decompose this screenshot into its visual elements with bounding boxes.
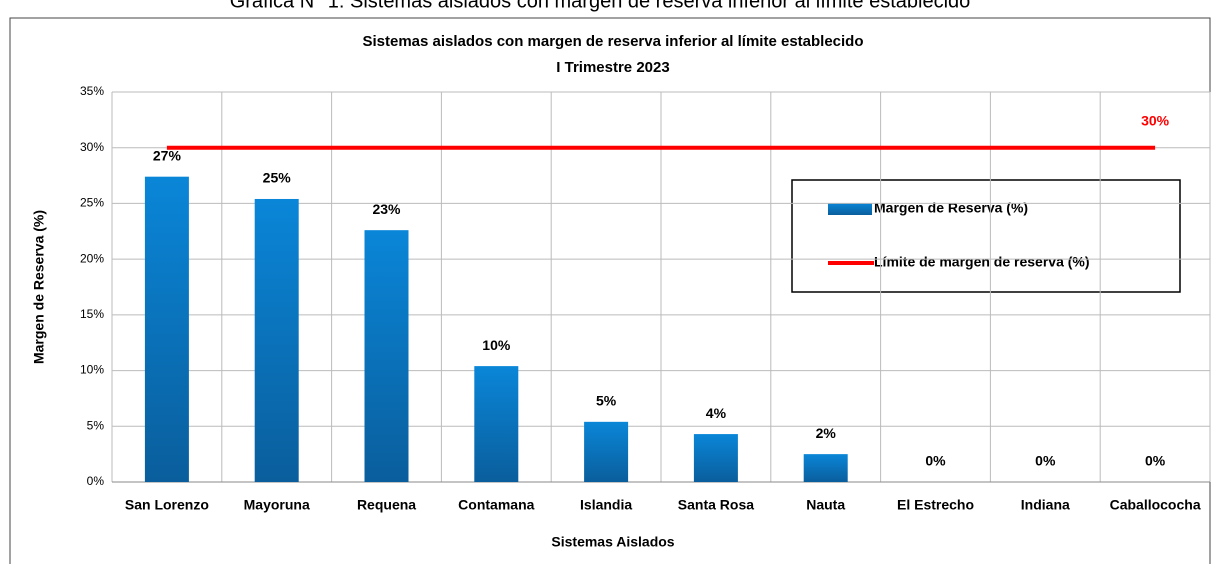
legend-box: [791, 179, 1181, 293]
x-tick-label: Indiana: [1021, 497, 1070, 513]
bar: [584, 421, 629, 482]
y-tick-label: 20%: [80, 251, 104, 265]
bar: [364, 230, 409, 482]
chart-subtitle: I Trimestre 2023: [556, 59, 669, 76]
value-label: 25%: [263, 170, 292, 186]
value-label: 23%: [372, 201, 401, 217]
chart-title: Sistemas aislados con margen de reserva …: [362, 33, 863, 50]
legend-label: Margen de Reserva (%): [874, 200, 1028, 216]
value-label: 4%: [706, 405, 727, 421]
value-label: 0%: [1035, 453, 1056, 469]
x-tick-label: Caballococha: [1110, 497, 1201, 513]
y-tick-label: 25%: [80, 196, 104, 210]
value-label: 2%: [816, 425, 837, 441]
bar: [693, 434, 738, 482]
y-axis-title: Margen de Reserva (%): [31, 210, 47, 364]
limit-label: 30%: [1141, 112, 1170, 128]
x-tick-label: El Estrecho: [897, 497, 974, 513]
y-tick-label: 5%: [87, 418, 105, 432]
value-label: 5%: [596, 393, 617, 409]
y-tick-label: 10%: [80, 363, 104, 377]
y-tick-label: 0%: [87, 474, 105, 488]
x-tick-label: Santa Rosa: [678, 497, 754, 513]
x-tick-label: San Lorenzo: [125, 497, 209, 513]
value-label: 27%: [153, 147, 182, 163]
caption: Gráfica N° 1: Sistemas aislados con marg…: [230, 0, 971, 12]
value-label: 0%: [1145, 453, 1166, 469]
legend-label: Límite de margen de reserva (%): [874, 254, 1090, 270]
x-tick-label: Islandia: [580, 497, 632, 513]
legend-swatch: [828, 203, 872, 215]
y-tick-label: 15%: [80, 307, 104, 321]
bar: [803, 454, 848, 482]
x-tick-label: Mayoruna: [244, 497, 310, 513]
x-tick-label: Requena: [357, 497, 416, 513]
bar: [144, 176, 189, 482]
x-tick-label: Nauta: [806, 497, 845, 513]
y-tick-label: 35%: [80, 84, 104, 98]
value-label: 0%: [925, 453, 946, 469]
bar: [474, 366, 519, 482]
y-tick-label: 30%: [80, 140, 104, 154]
value-label: 10%: [482, 337, 511, 353]
bar: [254, 198, 299, 482]
legend: Margen de Reserva (%) Límite de margen de…: [791, 179, 1181, 293]
x-tick-label: Contamana: [458, 497, 534, 513]
x-axis-title: Sistemas Aislados: [551, 534, 674, 550]
